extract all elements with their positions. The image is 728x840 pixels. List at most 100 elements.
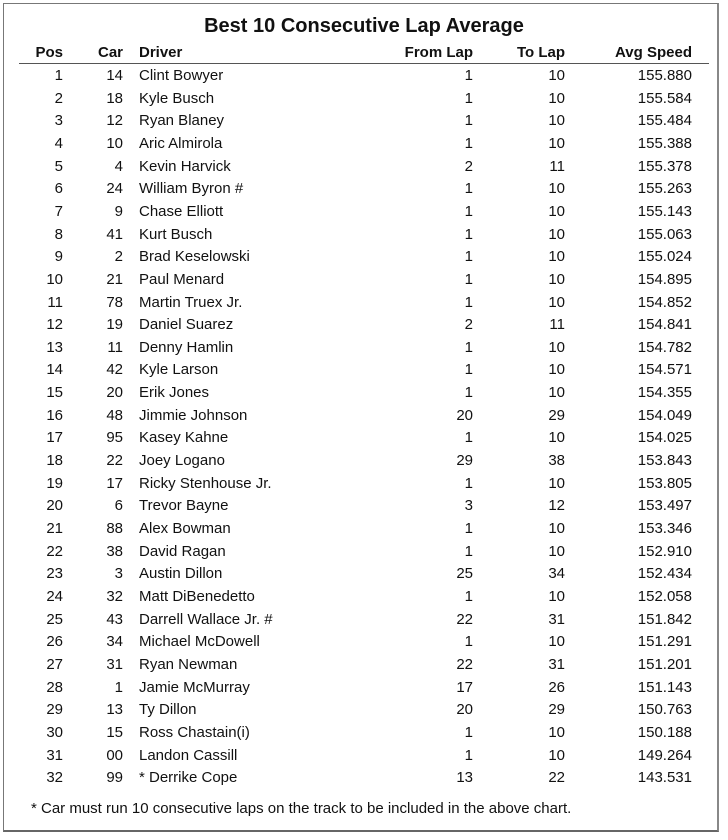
- car-cell: 41: [106, 225, 123, 243]
- pos-cell: 1: [54, 67, 63, 84]
- to-lap-cell: 10: [548, 474, 565, 492]
- from-lap-cell: 1: [464, 89, 473, 107]
- car-cell: 13: [106, 701, 123, 719]
- driver-cell: Aric Almirola: [139, 134, 223, 152]
- pos-cell: 9: [54, 248, 63, 266]
- from-lap-cell: 20: [456, 701, 473, 719]
- from-lap-cell: 1: [464, 746, 473, 764]
- car-cell: 38: [106, 542, 123, 560]
- to-lap-cell: 10: [548, 270, 565, 288]
- pos-cell: 28: [46, 678, 63, 696]
- from-lap-cell: 1: [464, 134, 473, 152]
- report-title: Best 10 Consecutive Lap Average: [204, 15, 524, 37]
- driver-cell: Martin Truex Jr.: [139, 293, 243, 311]
- car-cell: 00: [106, 746, 123, 764]
- driver-cell: Austin Dillon: [139, 565, 223, 583]
- from-lap-cell: 1: [464, 633, 473, 651]
- to-lap-cell: 10: [548, 542, 565, 560]
- pos-cell: 22: [46, 542, 63, 560]
- pos-cell: 13: [46, 338, 63, 356]
- driver-cell: Kyle Larson: [139, 361, 219, 379]
- avg-speed-cell: 152.910: [637, 542, 692, 560]
- driver-cell: Clint Bowyer: [139, 67, 224, 84]
- driver-cell: Brad Keselowski: [139, 248, 250, 266]
- to-lap-cell: 31: [548, 610, 565, 628]
- pos-cell: 31: [46, 746, 63, 764]
- to-lap-cell: 10: [548, 89, 565, 107]
- from-lap-cell: 2: [464, 316, 473, 334]
- from-lap-cell: 1: [464, 248, 473, 266]
- driver-cell: Ryan Blaney: [139, 112, 225, 130]
- car-cell: 14: [106, 67, 123, 84]
- car-cell: 42: [106, 361, 123, 379]
- pos-cell: 32: [46, 769, 63, 787]
- from-lap-cell: 29: [456, 452, 473, 470]
- driver-cell: Chase Elliott: [139, 202, 224, 220]
- to-lap-cell: 10: [548, 338, 565, 356]
- driver-cell: Denny Hamlin: [139, 338, 234, 356]
- report-frame: [3, 3, 719, 832]
- avg-speed-cell: 154.841: [637, 316, 692, 334]
- header-avg-speed: Avg Speed: [615, 44, 692, 61]
- avg-speed-cell: 152.434: [637, 565, 692, 583]
- from-lap-cell: 22: [456, 655, 473, 673]
- driver-cell: William Byron #: [139, 180, 244, 198]
- avg-speed-cell: 154.782: [637, 338, 692, 356]
- driver-cell: Darrell Wallace Jr. #: [139, 610, 273, 628]
- car-cell: 4: [114, 157, 123, 175]
- pos-cell: 14: [46, 361, 63, 379]
- pos-cell: 17: [46, 429, 63, 447]
- to-lap-cell: 10: [548, 723, 565, 741]
- header-driver: Driver: [139, 44, 183, 61]
- pos-cell: 18: [46, 452, 63, 470]
- pos-cell: 8: [54, 225, 63, 243]
- from-lap-cell: 1: [464, 293, 473, 311]
- pos-cell: 6: [54, 180, 63, 198]
- avg-speed-cell: 143.531: [637, 769, 692, 787]
- to-lap-cell: 22: [548, 769, 565, 787]
- pos-cell: 12: [46, 316, 63, 334]
- to-lap-cell: 10: [548, 112, 565, 130]
- car-cell: 32: [106, 587, 123, 605]
- avg-speed-cell: 149.264: [637, 746, 692, 764]
- car-cell: 34: [106, 633, 123, 651]
- driver-cell: Michael McDowell: [139, 633, 260, 651]
- from-lap-cell: 17: [456, 678, 473, 696]
- to-lap-cell: 29: [548, 406, 565, 424]
- pos-cell: 3: [54, 112, 63, 130]
- pos-cell: 4: [54, 134, 63, 152]
- pos-cell: 26: [46, 633, 63, 651]
- to-lap-cell: 12: [548, 497, 565, 515]
- avg-speed-cell: 151.842: [637, 610, 692, 628]
- avg-speed-cell: 155.584: [637, 89, 692, 107]
- avg-speed-cell: 155.143: [637, 202, 692, 220]
- pos-cell: 10: [46, 270, 63, 288]
- pos-cell: 29: [46, 701, 63, 719]
- car-cell: 78: [106, 293, 123, 311]
- to-lap-cell: 10: [548, 202, 565, 220]
- to-lap-cell: 29: [548, 701, 565, 719]
- avg-speed-cell: 154.025: [637, 429, 692, 447]
- from-lap-cell: 1: [464, 338, 473, 356]
- pos-cell: 27: [46, 655, 63, 673]
- pos-cell: 23: [46, 565, 63, 583]
- to-lap-cell: 11: [549, 316, 565, 334]
- car-cell: 19: [106, 316, 123, 334]
- footnote: * Car must run 10 consecutive laps on th…: [31, 800, 572, 817]
- pos-cell: 19: [46, 474, 63, 492]
- header-from-lap: From Lap: [404, 44, 473, 61]
- header-car: Car: [97, 44, 123, 61]
- car-cell: 3: [114, 565, 123, 583]
- driver-cell: Kurt Busch: [139, 225, 213, 243]
- driver-cell: Kyle Busch: [139, 89, 215, 107]
- car-cell: 22: [106, 452, 123, 470]
- header-to-lap: To Lap: [516, 44, 565, 61]
- avg-speed-cell: 153.843: [637, 452, 692, 470]
- car-cell: 31: [106, 655, 123, 673]
- to-lap-cell: 34: [548, 565, 565, 583]
- from-lap-cell: 13: [456, 769, 473, 787]
- avg-speed-cell: 153.805: [637, 474, 692, 492]
- driver-cell: * Derrike Cope: [139, 769, 238, 787]
- car-cell: 21: [106, 270, 123, 288]
- driver-cell: David Ragan: [139, 542, 226, 560]
